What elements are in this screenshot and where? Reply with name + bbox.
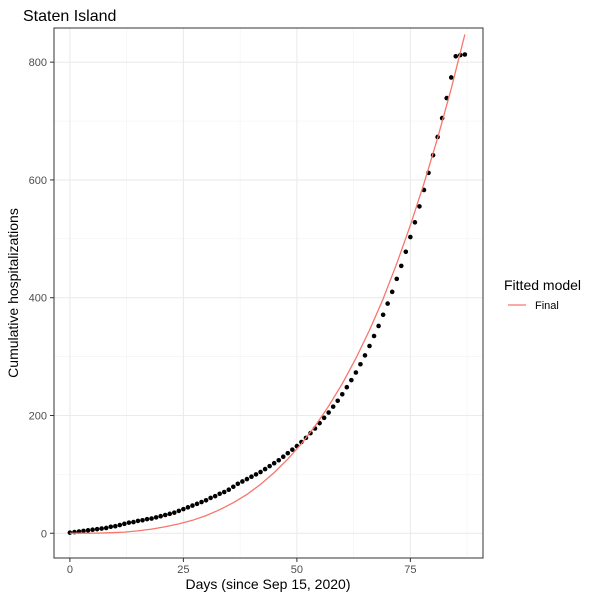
y-tick-label: 200 bbox=[29, 410, 47, 422]
data-point bbox=[203, 497, 209, 503]
data-point bbox=[349, 377, 354, 383]
data-point bbox=[244, 476, 250, 482]
data-point bbox=[267, 463, 272, 469]
data-point bbox=[172, 510, 177, 515]
data-point bbox=[285, 450, 291, 456]
data-point bbox=[81, 528, 86, 534]
data-point bbox=[276, 457, 282, 463]
data-point bbox=[231, 484, 236, 490]
data-point bbox=[199, 499, 204, 505]
data-point bbox=[448, 75, 454, 80]
data-point bbox=[253, 472, 259, 477]
data-point bbox=[412, 220, 418, 225]
data-point bbox=[85, 528, 91, 533]
data-point bbox=[362, 353, 368, 358]
data-point bbox=[330, 404, 336, 409]
data-point bbox=[462, 52, 468, 57]
data-point bbox=[321, 415, 327, 421]
data-point bbox=[185, 505, 191, 510]
y-axis-title: Cumulative hospitalizations bbox=[5, 208, 21, 378]
x-tick-label: 50 bbox=[291, 564, 303, 576]
data-point bbox=[217, 491, 222, 497]
data-point bbox=[99, 526, 104, 531]
data-point bbox=[258, 469, 263, 475]
data-point bbox=[162, 512, 168, 518]
legend-title: Fitted model bbox=[504, 277, 581, 293]
ticks: 0 25 50 75 0 200 400 600 800 bbox=[29, 57, 417, 576]
data-point bbox=[408, 234, 413, 240]
legend-label-final: Final bbox=[535, 300, 559, 312]
data-point bbox=[221, 489, 227, 495]
data-point bbox=[240, 479, 245, 484]
data-point bbox=[339, 391, 345, 397]
plot-border bbox=[53, 27, 484, 559]
data-point bbox=[117, 522, 123, 528]
data-point bbox=[153, 515, 159, 520]
data-point bbox=[176, 508, 182, 514]
data-point bbox=[335, 398, 341, 404]
x-axis-title: Days (since Sep 15, 2020) bbox=[186, 576, 351, 592]
data-point bbox=[122, 521, 127, 527]
x-tick-label: 25 bbox=[177, 564, 189, 576]
data-point bbox=[149, 516, 154, 521]
data-point bbox=[108, 524, 114, 530]
data-point bbox=[167, 511, 173, 517]
data-point bbox=[394, 276, 400, 282]
data-point bbox=[389, 289, 395, 295]
data-point bbox=[371, 333, 377, 339]
data-point bbox=[403, 249, 409, 255]
data-point bbox=[135, 518, 141, 524]
grid bbox=[54, 28, 483, 558]
fitted-line-final bbox=[69, 34, 466, 534]
chart-title: Staten Island bbox=[23, 8, 116, 25]
data-point bbox=[194, 501, 200, 507]
data-point bbox=[290, 447, 295, 452]
data-point bbox=[190, 503, 195, 508]
data-point bbox=[126, 520, 132, 525]
data-point bbox=[144, 516, 150, 522]
data-point bbox=[376, 323, 381, 329]
data-point bbox=[271, 460, 277, 466]
y-tick-label: 800 bbox=[29, 57, 47, 69]
data-point bbox=[398, 263, 404, 269]
data-point bbox=[358, 361, 363, 367]
data-point bbox=[235, 481, 241, 487]
x-tick-label: 0 bbox=[67, 564, 73, 576]
data-point bbox=[385, 301, 390, 306]
data-point bbox=[140, 518, 145, 523]
data-point bbox=[367, 343, 372, 349]
data-point bbox=[158, 513, 163, 519]
data-layer bbox=[67, 34, 468, 535]
data-point bbox=[226, 487, 232, 492]
plot-background bbox=[54, 28, 483, 558]
data-point bbox=[344, 384, 350, 390]
y-tick-label: 0 bbox=[41, 528, 47, 540]
data-point bbox=[90, 527, 95, 533]
legend: Fitted model Final bbox=[504, 277, 581, 312]
data-point bbox=[208, 495, 213, 501]
data-point bbox=[181, 506, 186, 512]
data-point bbox=[103, 525, 109, 531]
data-point bbox=[326, 410, 331, 415]
x-tick-label: 75 bbox=[404, 564, 416, 576]
data-point bbox=[353, 370, 359, 375]
y-tick-label: 600 bbox=[29, 175, 47, 187]
data-point bbox=[262, 466, 268, 472]
data-point bbox=[131, 519, 136, 525]
data-point bbox=[417, 204, 422, 209]
data-point bbox=[112, 523, 118, 529]
data-point bbox=[280, 454, 286, 460]
data-point bbox=[94, 526, 100, 532]
y-tick-label: 400 bbox=[29, 293, 47, 305]
data-point bbox=[249, 474, 254, 480]
data-point bbox=[453, 53, 459, 59]
data-point bbox=[380, 312, 386, 318]
data-point bbox=[212, 493, 218, 499]
